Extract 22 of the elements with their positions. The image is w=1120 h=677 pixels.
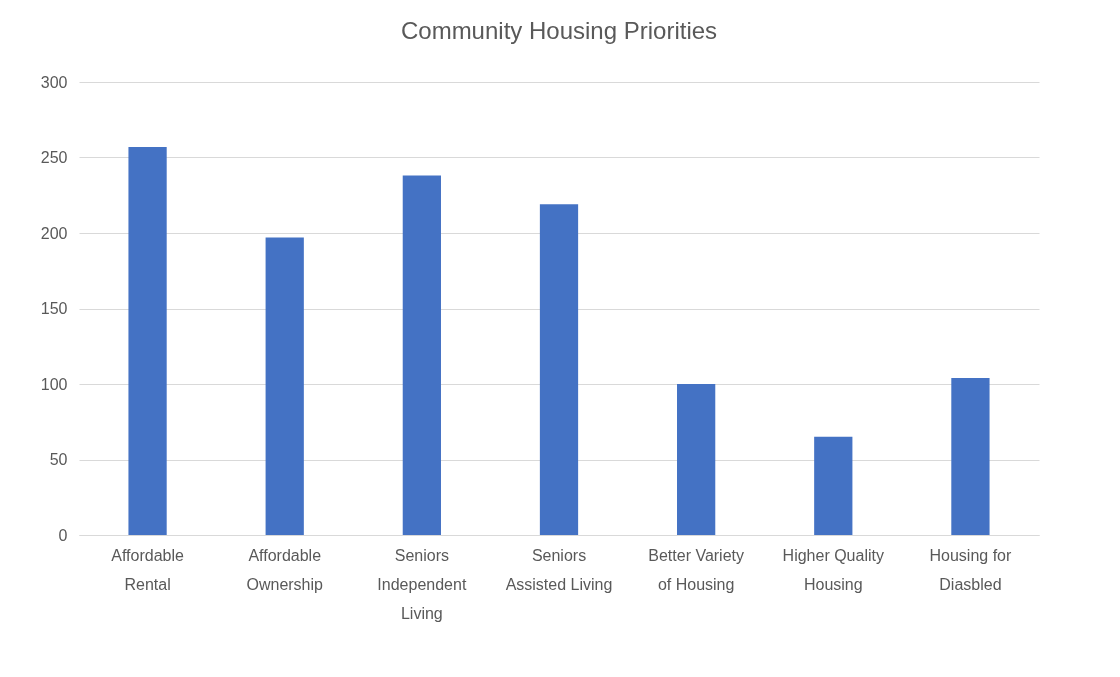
y-tick-label: 200 [40,224,68,242]
bar [814,436,853,535]
x-tick-label: Affordable Rental [111,546,184,593]
chart-title: Community Housing Priorities [400,17,718,44]
y-tick-label: 100 [40,375,68,393]
bar [539,204,579,535]
x-tick-label: Housing for Diasbled [929,546,1013,593]
y-tick-label: 150 [40,300,68,317]
bar [402,175,441,535]
y-tick-label: 50 [49,451,68,468]
y-tick-label: 0 [58,526,68,544]
bar [265,237,304,535]
x-tick-label: Better Variety of Housing [648,546,745,593]
y-tick-label: 250 [40,149,68,166]
bar [677,384,716,535]
bar [951,377,990,535]
bar [128,146,167,535]
x-tick-label: Higher Quality Housing [782,546,884,593]
x-tick-label: Seniors Assisted Living [505,546,613,593]
x-tick-label: Affordable Ownership [246,546,324,593]
y-tick-label: 300 [40,73,68,91]
x-tick-label: Seniors Independent Living [377,546,467,622]
